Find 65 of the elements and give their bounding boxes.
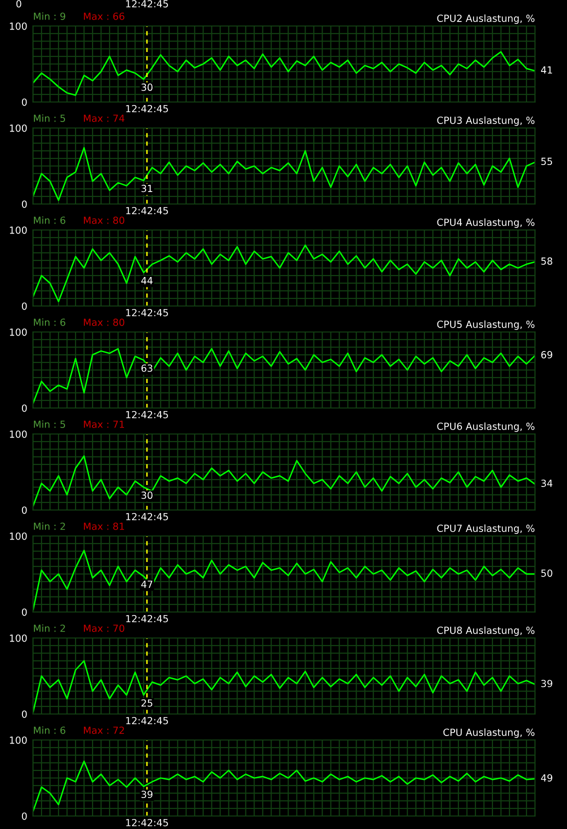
y-tick-label: 0 (22, 404, 27, 412)
text: Min : 2 (34, 624, 65, 632)
text: 41 (541, 66, 552, 74)
text: Min : 9 (34, 12, 66, 20)
text: Max : 70 (84, 624, 124, 632)
text: 12:42:45 (126, 0, 168, 8)
text: 58 (541, 257, 552, 265)
chart-title: CPU3 Auslastung, % (437, 116, 534, 126)
y-tick-label: 0 (22, 710, 27, 718)
annotation: 63 (141, 364, 152, 372)
text: 39 (541, 680, 552, 688)
text: 34 (541, 480, 552, 487)
chart-title: CPU2 Auslastung, % (437, 14, 534, 24)
y-tick-label: 100 (10, 532, 27, 540)
text: 55 (541, 158, 552, 166)
y-tick-label: 100 (10, 736, 27, 744)
y-tick-label: 100 (10, 634, 27, 642)
y-tick-label: 100 (10, 22, 27, 30)
y-tick-label: 0 (22, 812, 27, 820)
text: Max : 66 (84, 12, 124, 20)
y-tick-label: 0 (22, 506, 27, 514)
text: Max : 71 (84, 420, 124, 428)
text: Max : 81 (84, 522, 124, 530)
annotation: 44 (141, 277, 153, 284)
text: 12:42:45 (126, 716, 168, 724)
y-tick-label: 100 (10, 430, 27, 438)
annotation: 47 (141, 580, 152, 588)
chart-title: CPU Auslastung, % (443, 728, 534, 738)
chart-title: CPU5 Auslastung, % (437, 320, 534, 330)
y-tick-label: 100 (10, 226, 27, 234)
text: Min : 6 (34, 318, 66, 326)
text: 12:42:45 (126, 818, 168, 826)
y-tick-label: 0 (22, 98, 27, 106)
text: Min : 2 (34, 522, 65, 530)
text: 49 (541, 774, 552, 782)
text: Max : 74 (84, 114, 124, 122)
text: Max : 72 (84, 726, 124, 734)
text: 12:42:45 (126, 104, 168, 112)
annotation: 30 (142, 84, 152, 91)
text: Min : 5 (34, 420, 66, 428)
text: 69 (541, 351, 552, 358)
annotation: 30 (142, 492, 152, 499)
chart-title: CPU7 Auslastung, % (437, 524, 534, 534)
text: Max : 80 (84, 318, 124, 326)
text: 50 (541, 569, 552, 577)
y-tick-label: 0 (22, 200, 27, 208)
y-tick-label: 0 (22, 608, 27, 616)
y-tick-label: 100 (10, 328, 27, 336)
chart-title: CPU6 Auslastung, % (437, 422, 534, 432)
text: 12:42:45 (126, 410, 168, 418)
text: 12:42:45 (126, 614, 168, 622)
text: 12:42:45 (126, 308, 168, 316)
annotation: 31 (142, 184, 152, 192)
annotation: 39 (142, 790, 152, 798)
text: Min : 5 (34, 114, 66, 122)
text: Min : 6 (34, 726, 66, 734)
text: 12:42:45 (126, 206, 168, 214)
y-tick-label: 100 (10, 124, 27, 132)
text: Min : 6 (34, 216, 66, 224)
annotation: 25 (141, 699, 152, 707)
y-tick-label: 0 (22, 302, 27, 310)
chart-title: CPU4 Auslastung, % (437, 218, 534, 228)
text: Max : 80 (84, 216, 124, 224)
text: 12:42:45 (126, 512, 168, 520)
chart-title: CPU8 Auslastung, % (437, 626, 534, 636)
